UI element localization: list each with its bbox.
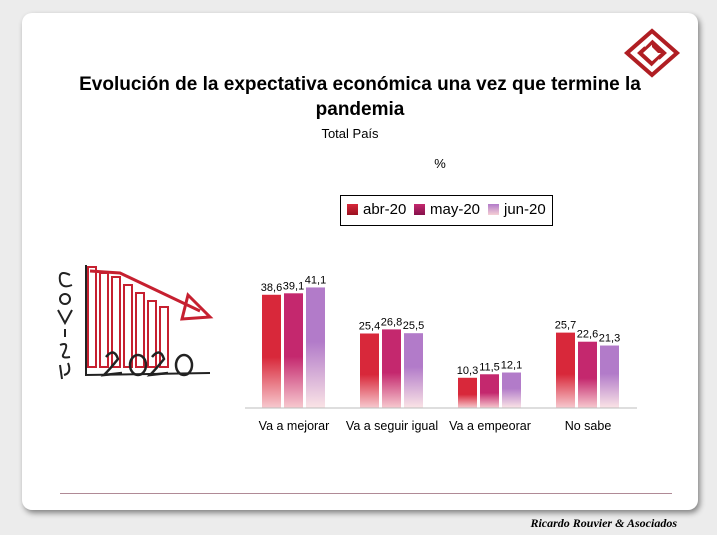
chart-subtitle: Total País [321,126,379,141]
slide [22,13,698,510]
unit-label: % [434,156,446,171]
legend: abr-20 may-20 jun-20 [340,195,553,226]
legend-item-abr: abr-20 [347,201,406,218]
legend-swatch-jun [488,204,499,215]
legend-label-may: may-20 [430,201,481,218]
declining-chart-covid-icon [57,265,214,380]
legend-label-abr: abr-20 [363,201,407,218]
legend-label-jun: jun-20 [504,201,546,218]
legend-swatch-may [414,204,425,215]
rra-logo-icon [623,28,681,78]
legend-swatch-abr [347,204,358,215]
footer-divider [60,493,672,494]
legend-item-may: may-20 [414,201,480,218]
footer-credit: Ricardo Rouvier & Asociados [530,516,677,530]
chart-title: Evolución de la expectativa económica un… [79,74,641,120]
legend-item-jun: jun-20 [488,201,546,218]
